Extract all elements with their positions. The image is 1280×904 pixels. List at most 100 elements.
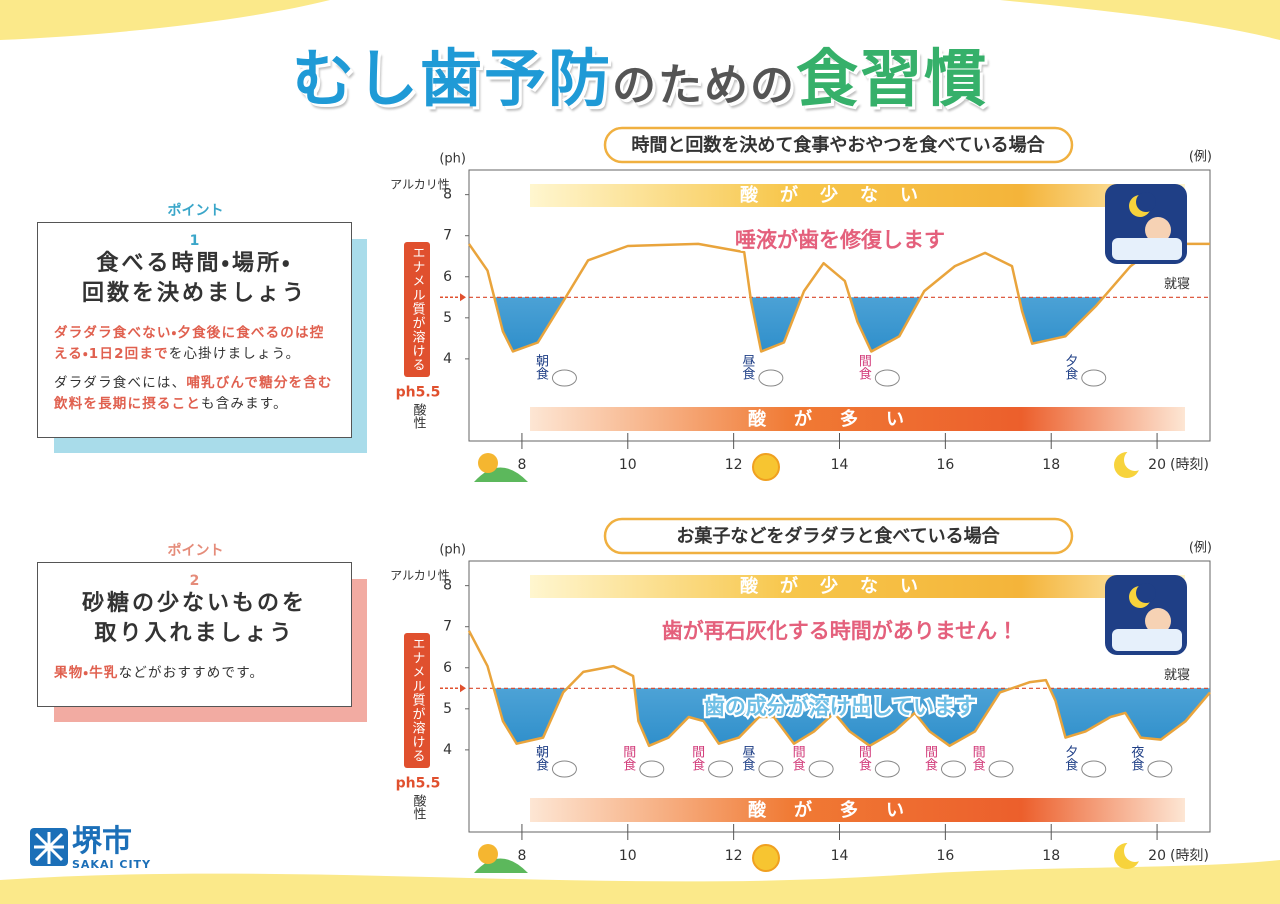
y-tick-label: 6	[443, 269, 452, 285]
x-tick-label: 14	[831, 457, 849, 473]
chart-note: (例)	[1189, 150, 1212, 165]
x-tick-label: 8	[517, 848, 526, 864]
point-number: 2	[189, 573, 200, 589]
y-top-label: アルカリ性	[390, 178, 450, 192]
body-text: を心掛けましょう。	[168, 346, 301, 362]
plot-frame	[468, 169, 1211, 442]
meal-icon	[940, 760, 966, 778]
chart-message: 唾液が歯を修復します	[735, 228, 945, 252]
meal-label: 間食	[689, 745, 705, 772]
y-tick-label: 7	[443, 228, 452, 244]
wave-decoration	[0, 0, 330, 40]
band-top	[530, 575, 1185, 598]
x-tick-label: 12	[725, 457, 743, 473]
point-tag: ポイント	[38, 201, 353, 221]
y-bottom-label: 酸性	[411, 403, 427, 430]
x-tick-label: 20	[1148, 457, 1166, 473]
moon-shadow	[1124, 840, 1146, 862]
emphasis-text: 哺乳びんで糖分を含む飲料を長期に摂ること	[54, 375, 333, 412]
y-tick-label: 5	[443, 701, 452, 717]
chart-title: 時間と回数を決めて食事やおやつを食べている場合	[631, 134, 1045, 156]
threshold-arrowhead	[460, 684, 466, 693]
meal-label: 夕食	[1062, 354, 1078, 381]
emphasis-text: 果物・牛乳	[54, 665, 119, 681]
point-paragraph: 果物・牛乳などがおすすめです。	[54, 663, 337, 684]
x-tick-label: 16	[936, 848, 954, 864]
x-tick-label: 20	[1148, 848, 1166, 864]
meal-label: 間食	[856, 354, 872, 381]
point-heading: 取り入れましょう	[94, 621, 295, 646]
blanket	[1112, 629, 1182, 651]
logo-mark	[30, 828, 68, 866]
point-label: ポイント	[159, 543, 232, 559]
meal-icon	[1081, 369, 1107, 387]
meal-icon	[551, 760, 577, 778]
title-part: 食習慣	[796, 42, 989, 115]
band-bottom-label: 酸が多い	[748, 799, 932, 821]
meal-icon	[808, 760, 834, 778]
point-tag: ポイント	[38, 541, 353, 561]
y-tick-label: 5	[443, 310, 452, 326]
meal-label: 夜食	[1128, 745, 1144, 772]
meal-label: 朝食	[533, 745, 549, 772]
y-top-label: アルカリ性	[390, 569, 450, 583]
y-axis-label: (ph)	[439, 152, 466, 167]
band-bottom	[530, 798, 1185, 822]
meal-icon	[758, 760, 784, 778]
point-paragraph: ダラダラ食べには、哺乳びんで糖分を含む飲料を長期に摂ることも含みます。	[54, 373, 337, 415]
meal-label: 間食	[790, 745, 806, 772]
y-axis-label: (ph)	[439, 543, 466, 558]
acid-area	[493, 688, 1210, 746]
logo-roman: SAKAI CITY	[72, 858, 152, 871]
y-tick-label: 4	[443, 351, 452, 367]
meal-icon	[1147, 760, 1173, 778]
poster-title: むし歯予防のための食習慣	[0, 28, 1280, 118]
meal-icon	[874, 760, 900, 778]
point-paragraph: ダラダラ食べない・夕食後に食べるのは控える・1日2回までを心掛けましょう。	[54, 323, 337, 365]
enamel-box	[404, 242, 430, 377]
point-label: ポイント	[159, 203, 232, 219]
point-panel: ポイント 1 食べる時間・場所・ 回数を決めましょう ダラダラ食べない・夕食後に食べるの…	[37, 203, 367, 453]
threshold-arrowhead	[460, 293, 466, 302]
x-tick-label: 18	[1042, 457, 1060, 473]
band-bottom-label: 酸が多い	[748, 408, 932, 430]
point-heading: 砂糖の少ないものを	[81, 591, 307, 616]
threshold-label: ph5.5	[396, 384, 441, 400]
x-tick-label: 14	[831, 848, 849, 864]
x-tick-label: 12	[725, 848, 743, 864]
meal-label: 昼食	[739, 745, 755, 772]
sunrise	[478, 453, 498, 473]
acid-area	[494, 297, 1104, 352]
moon-shadow	[1124, 449, 1146, 471]
ph-curve	[467, 242, 1210, 353]
meal-label: 間食	[970, 745, 986, 772]
logo-name: 堺市	[72, 824, 132, 859]
title-part: むし歯予防	[291, 42, 612, 115]
body-text: などがおすすめです。	[118, 665, 265, 681]
y-tick-label: 4	[443, 742, 452, 758]
emphasis-text: ダラダラ食べない・夕食後に食べるのは控える・1日2回まで	[54, 325, 325, 362]
moon-cut	[1136, 192, 1156, 212]
moon-cut	[1136, 583, 1156, 603]
meal-icon	[874, 369, 900, 387]
band-top-label: 酸が少ない	[740, 575, 940, 597]
meal-label: 間食	[620, 745, 636, 772]
chart-title: お菓子などをダラダラと食べている場合	[676, 525, 1000, 547]
sun	[752, 453, 780, 481]
x-axis-label: (時刻)	[1170, 848, 1209, 864]
point-panel: ポイント 2 砂糖の少ないものを 取り入れましょう果物・牛乳などがおすすめです。	[37, 543, 367, 722]
meal-icon	[1081, 760, 1107, 778]
y-bottom-label: 酸性	[411, 794, 427, 821]
chart-header-box	[603, 517, 1074, 555]
meal-label: 間食	[856, 745, 872, 772]
sleeper-face	[1145, 608, 1171, 634]
band-bottom	[530, 407, 1185, 431]
ph-curve	[467, 630, 1211, 748]
band-top-label: 酸が少ない	[740, 184, 940, 206]
wave-decoration	[1000, 0, 1280, 40]
x-tick-label: 18	[1042, 848, 1060, 864]
